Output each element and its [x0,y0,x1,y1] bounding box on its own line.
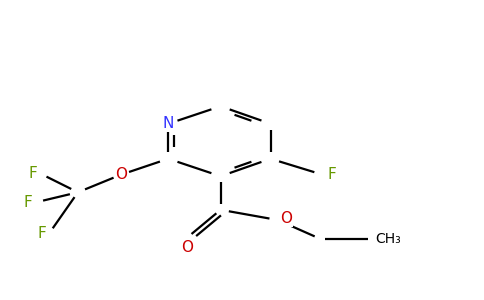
Text: F: F [28,166,37,181]
Text: O: O [280,211,292,226]
Text: F: F [24,195,32,210]
Text: O: O [182,240,193,255]
Text: CH₃: CH₃ [375,232,401,246]
Text: F: F [328,167,336,182]
Text: N: N [163,116,174,131]
Text: O: O [115,167,127,182]
Text: F: F [38,226,46,241]
